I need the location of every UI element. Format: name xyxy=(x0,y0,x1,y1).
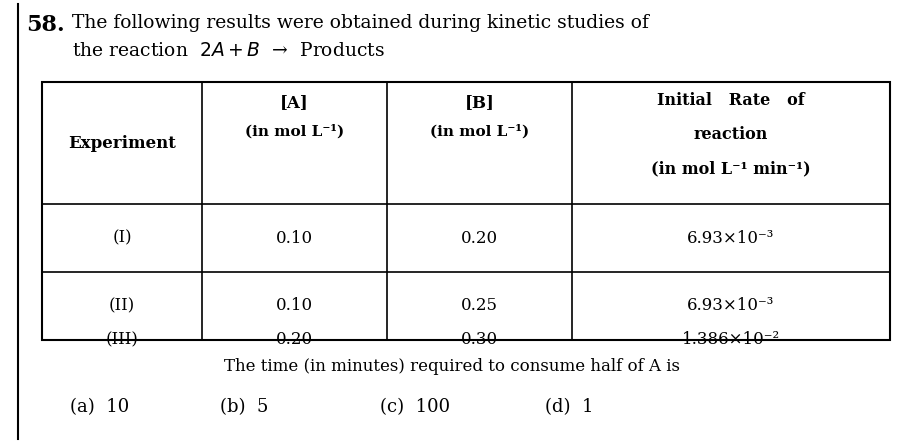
Text: the reaction  $2A+B$  →  Products: the reaction $2A+B$ → Products xyxy=(72,42,384,60)
Text: 6.93×10⁻³: 6.93×10⁻³ xyxy=(686,298,774,315)
Text: 0.30: 0.30 xyxy=(460,331,498,349)
Bar xyxy=(42,82,889,340)
Text: (c)  100: (c) 100 xyxy=(380,398,449,416)
Text: [B]: [B] xyxy=(464,94,494,111)
Text: 0.10: 0.10 xyxy=(276,298,313,315)
Text: (in mol L⁻¹ min⁻¹): (in mol L⁻¹ min⁻¹) xyxy=(650,160,810,177)
Text: (III): (III) xyxy=(106,331,138,349)
Text: 0.25: 0.25 xyxy=(461,298,497,315)
Text: Experiment: Experiment xyxy=(68,135,176,152)
Text: (in mol L⁻¹): (in mol L⁻¹) xyxy=(429,124,529,138)
Text: (II): (II) xyxy=(109,298,135,315)
Text: 0.10: 0.10 xyxy=(276,229,313,246)
Text: The following results were obtained during kinetic studies of: The following results were obtained duri… xyxy=(72,14,649,32)
Text: (a)  10: (a) 10 xyxy=(70,398,129,416)
Text: (I): (I) xyxy=(112,229,132,246)
Text: 0.20: 0.20 xyxy=(276,331,313,349)
Text: (in mol L⁻¹): (in mol L⁻¹) xyxy=(244,124,344,138)
Text: 0.20: 0.20 xyxy=(460,229,498,246)
Text: (d)  1: (d) 1 xyxy=(545,398,593,416)
Text: 58.: 58. xyxy=(26,14,65,36)
Text: (b)  5: (b) 5 xyxy=(220,398,268,416)
Text: 1.386×10⁻²: 1.386×10⁻² xyxy=(681,331,779,349)
Text: 6.93×10⁻³: 6.93×10⁻³ xyxy=(686,229,774,246)
Text: The time (in minutes) required to consume half of A is: The time (in minutes) required to consum… xyxy=(224,358,679,375)
Text: reaction: reaction xyxy=(693,126,768,143)
Text: Initial   Rate   of: Initial Rate of xyxy=(657,92,804,109)
Text: [A]: [A] xyxy=(280,94,308,111)
